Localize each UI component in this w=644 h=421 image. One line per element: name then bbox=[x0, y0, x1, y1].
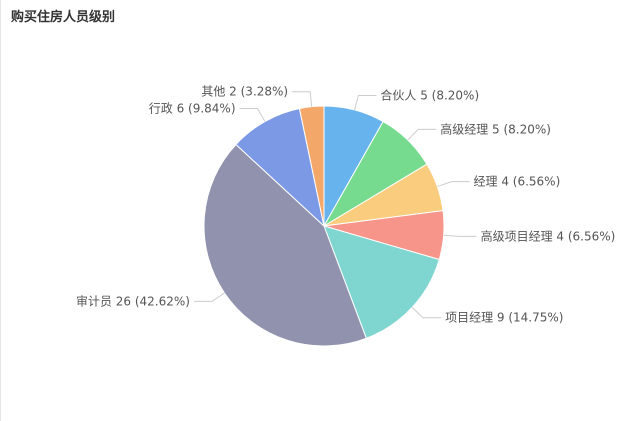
slice-labels: 合伙人 5 (8.20%) 高级经理 5 (8.20%) 经理 4 (6.56%) 高… bbox=[76, 85, 615, 325]
pie-slice-6[interactable] bbox=[235, 107, 325, 228]
pie-slice-5[interactable] bbox=[203, 143, 367, 347]
leader-line-5 bbox=[193, 292, 225, 302]
leader-line-6 bbox=[239, 108, 266, 122]
slice-label-7: 其他 2 (3.28%) bbox=[201, 85, 288, 99]
leader-line-0 bbox=[354, 94, 377, 111]
slice-label-6: 行政 6 (9.84%) bbox=[149, 102, 236, 116]
slice-label-5: 审计员 26 (42.62%) bbox=[76, 293, 190, 308]
slice-label-2: 经理 4 (6.56%) bbox=[474, 175, 561, 189]
leader-line-3 bbox=[443, 234, 477, 237]
leader-lines bbox=[193, 91, 477, 319]
chart-title: 购买住房人员级别 bbox=[11, 10, 116, 25]
slice-label-3: 高级项目经理 4 (6.56%) bbox=[481, 228, 616, 243]
slice-label-0: 合伙人 5 (8.20%) bbox=[380, 87, 479, 102]
slice-label-1: 高级经理 5 (8.20%) bbox=[440, 121, 551, 136]
pie-slice-4[interactable] bbox=[323, 225, 440, 339]
leader-line-1 bbox=[407, 128, 437, 141]
leader-line-4 bbox=[411, 307, 442, 319]
leader-line-2 bbox=[437, 181, 470, 188]
pie-slices bbox=[203, 105, 445, 347]
leader-line-7 bbox=[292, 91, 313, 107]
slice-label-4: 项目经理 9 (14.75%) bbox=[445, 311, 563, 325]
